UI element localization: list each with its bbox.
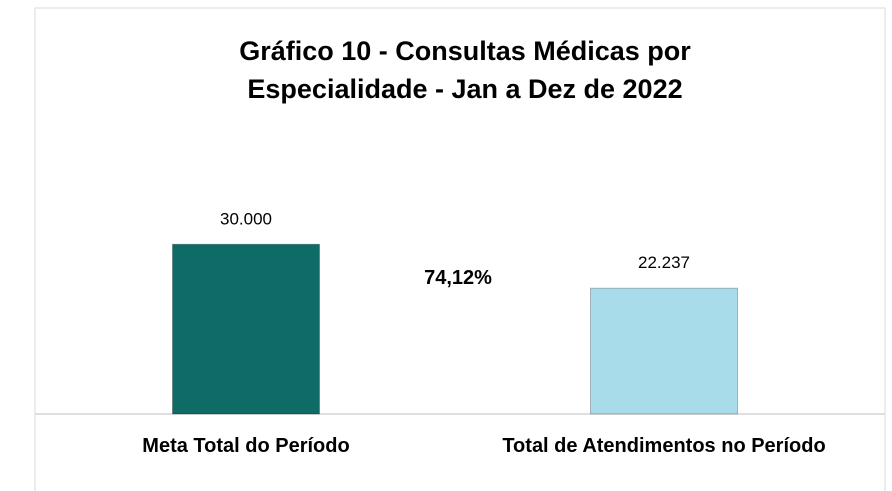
bar (172, 243, 320, 415)
chart-title: Gráfico 10 - Consultas Médicas por Espec… (239, 36, 691, 104)
annotation: 74,12% (424, 267, 492, 289)
frame (34, 7, 886, 491)
data-label: 22.237 (638, 253, 690, 272)
x-tick-label: Total de Atendimentos no Período (502, 435, 826, 457)
data-label: 30.000 (220, 209, 272, 228)
x-tick-label: Meta Total do Período (142, 435, 350, 457)
bar (590, 287, 738, 415)
